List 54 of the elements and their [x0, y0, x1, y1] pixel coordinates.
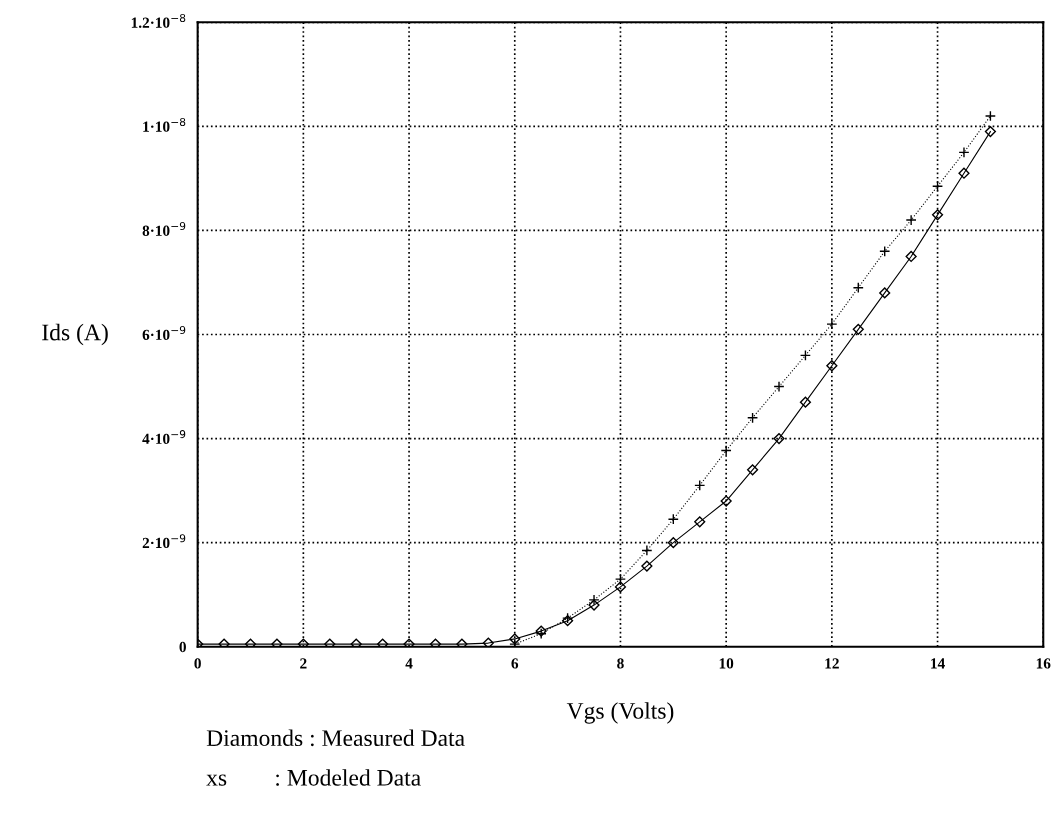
point — [799, 349, 811, 361]
point — [218, 638, 230, 647]
x-axis-title: Vgs (Volts) — [566, 702, 674, 724]
point — [614, 573, 627, 585]
point — [931, 209, 944, 221]
point — [826, 360, 838, 372]
point — [746, 464, 759, 476]
point — [773, 432, 785, 445]
point — [509, 633, 521, 645]
point — [667, 537, 679, 549]
x-tick-label: 4 — [405, 658, 413, 669]
x-tick-label: 14 — [931, 658, 945, 669]
point — [984, 125, 997, 138]
point — [799, 396, 812, 408]
point — [958, 167, 970, 179]
point — [403, 638, 415, 647]
point — [482, 637, 494, 647]
x-tick-label: 8 — [617, 658, 624, 669]
y-tick-label: 4·10$^{−9}$ — [142, 430, 186, 445]
y-tick-label: 0 — [179, 641, 186, 653]
point — [588, 599, 600, 611]
text: xs : Modeled Data — [206, 769, 421, 786]
point — [694, 516, 706, 528]
point — [641, 560, 653, 572]
point — [879, 287, 891, 299]
x-tick-label: 12 — [825, 658, 839, 669]
point — [932, 180, 944, 192]
point — [377, 638, 389, 647]
point — [720, 444, 732, 457]
point — [747, 412, 759, 424]
point — [641, 544, 653, 557]
point — [614, 581, 627, 593]
x-tick-label: 2 — [300, 658, 307, 669]
y-tick-label: 8·10$^{−9}$ — [142, 221, 186, 236]
text: Diamonds : Measured Data — [206, 729, 465, 747]
point — [905, 250, 917, 263]
point — [456, 638, 468, 647]
y-tick-label: 1·10$^{−8}$ — [143, 117, 186, 132]
point — [984, 110, 996, 122]
y-axis-title: Ids (A) — [42, 323, 108, 346]
x-tick-label: 0 — [194, 658, 201, 669]
point — [773, 380, 785, 393]
x-tick-label: 10 — [719, 658, 734, 669]
point — [720, 495, 732, 507]
y-tick-label: 1.2·10$^{−8}$ — [131, 13, 186, 28]
point — [324, 638, 336, 647]
point — [271, 638, 283, 647]
y-tick-label: 6·10$^{−9}$ — [142, 326, 186, 340]
y-tick-label: 2·10$^{−9}$ — [142, 534, 186, 549]
point — [852, 323, 864, 335]
x-tick-label: 16 — [1036, 658, 1051, 669]
point — [297, 638, 309, 647]
x-tick-label: 6 — [511, 658, 519, 669]
point — [350, 638, 362, 647]
